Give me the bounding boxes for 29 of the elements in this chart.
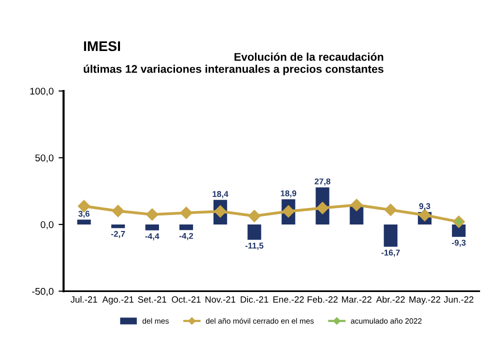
- y-tick-label: -50,0: [32, 288, 54, 296]
- data-label: -4,2: [179, 232, 194, 240]
- x-tick-label: Ago.-21: [102, 296, 134, 304]
- data-label: -9,3: [452, 240, 466, 247]
- chart-subtitle: Evolución de la recaudación últimas 12 variaciones interanuales a precios constantes: [84, 52, 384, 76]
- x-tick-label: Set.-21: [138, 296, 166, 303]
- data-label: -16,7: [381, 250, 400, 257]
- data-label: 9,3: [419, 203, 430, 210]
- x-tick-label: Jun.-22: [444, 296, 474, 303]
- x-tick-label: Jul.-21: [70, 296, 98, 303]
- x-tick-label: Feb.-22: [308, 296, 338, 303]
- data-label: 3,6: [78, 210, 90, 218]
- data-label: 18,9: [280, 190, 296, 198]
- data-label: -2,7: [111, 230, 125, 238]
- data-label: 18,4: [212, 191, 228, 198]
- chart-title: IMESI: [84, 41, 120, 52]
- x-tick-label: Oct.-21: [172, 296, 201, 303]
- x-tick-label: Abr.-22: [376, 296, 405, 303]
- x-tick-label: May.-22: [409, 296, 440, 304]
- data-label: -11,5: [245, 242, 264, 250]
- x-tick-label: Ene.-22: [273, 296, 304, 303]
- y-tick-label: 100,0: [30, 88, 54, 96]
- y-tick-label: 50,0: [35, 154, 54, 162]
- x-tick-label: Mar.-22: [342, 296, 372, 303]
- x-tick-label: Nov.-21: [206, 296, 236, 303]
- y-tick-label: 0,0: [40, 221, 54, 230]
- data-label: -4,4: [145, 233, 160, 240]
- x-tick-label: Dic.-21: [240, 296, 268, 303]
- data-label: 27,8: [314, 178, 330, 186]
